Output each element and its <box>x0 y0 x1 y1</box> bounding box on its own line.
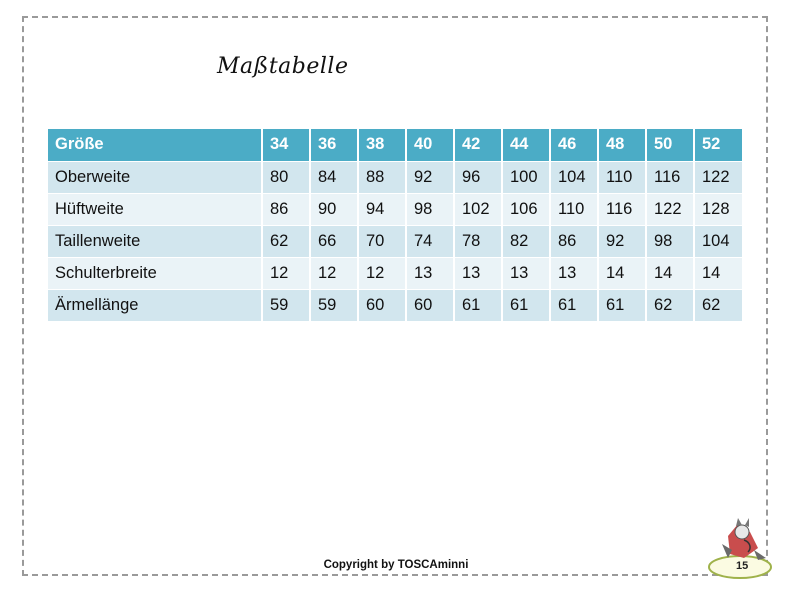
table-cell: 13 <box>453 257 502 290</box>
header-cell: 36 <box>309 129 358 162</box>
table-cell: 110 <box>597 161 646 194</box>
table-cell: 12 <box>357 257 406 290</box>
table-cell: 122 <box>645 193 694 226</box>
table-cell: 13 <box>501 257 550 290</box>
table-cell: 59 <box>309 289 358 322</box>
table-row: Schulterbreite 12 12 12 13 13 13 13 14 1… <box>48 257 742 290</box>
table-cell: 90 <box>309 193 358 226</box>
table-cell: 116 <box>645 161 694 194</box>
table-cell: 14 <box>597 257 646 290</box>
table-cell: 98 <box>645 225 694 258</box>
table-row: Oberweite 80 84 88 92 96 100 104 110 116… <box>48 161 742 194</box>
row-label: Hüftweite <box>48 193 262 226</box>
table-cell: 86 <box>261 193 310 226</box>
header-cell: 40 <box>405 129 454 162</box>
table-cell: 62 <box>645 289 694 322</box>
table-cell: 98 <box>405 193 454 226</box>
table-cell: 62 <box>693 289 742 322</box>
header-cell: 42 <box>453 129 502 162</box>
size-table: Größe 34 36 38 40 42 44 46 48 50 52 Ober… <box>48 129 742 322</box>
table-cell: 61 <box>549 289 598 322</box>
table-cell: 66 <box>309 225 358 258</box>
cat-mascot-icon <box>708 518 772 579</box>
table-cell: 61 <box>501 289 550 322</box>
table-cell: 104 <box>693 225 742 258</box>
table-cell: 70 <box>357 225 406 258</box>
header-cell: Größe <box>48 129 262 162</box>
table-cell: 80 <box>261 161 310 194</box>
table-cell: 14 <box>645 257 694 290</box>
table-cell: 100 <box>501 161 550 194</box>
table-cell: 88 <box>357 161 406 194</box>
page-title: Maßtabelle <box>217 54 349 79</box>
row-label: Oberweite <box>48 161 262 194</box>
row-label: Taillenweite <box>48 225 262 258</box>
table-cell: 13 <box>549 257 598 290</box>
table-row: Taillenweite 62 66 70 74 78 82 86 92 98 … <box>48 225 742 258</box>
header-cell: 50 <box>645 129 694 162</box>
header-cell: 44 <box>501 129 550 162</box>
table-cell: 106 <box>501 193 550 226</box>
header-cell: 34 <box>261 129 310 162</box>
table-cell: 104 <box>549 161 598 194</box>
table-cell: 60 <box>405 289 454 322</box>
table-cell: 12 <box>309 257 358 290</box>
table-cell: 94 <box>357 193 406 226</box>
table-cell: 61 <box>453 289 502 322</box>
table-cell: 74 <box>405 225 454 258</box>
table-cell: 82 <box>501 225 550 258</box>
table-cell: 102 <box>453 193 502 226</box>
header-cell: 46 <box>549 129 598 162</box>
table-row: Hüftweite 86 90 94 98 102 106 110 116 12… <box>48 193 742 226</box>
table-header-row: Größe 34 36 38 40 42 44 46 48 50 52 <box>48 129 742 162</box>
table-cell: 62 <box>261 225 310 258</box>
table-cell: 13 <box>405 257 454 290</box>
table-cell: 60 <box>357 289 406 322</box>
table-cell: 110 <box>549 193 598 226</box>
table-cell: 78 <box>453 225 502 258</box>
table-cell: 128 <box>693 193 742 226</box>
copyright-text: Copyright by TOSCAminni <box>323 559 469 571</box>
table-row: Ärmellänge 59 59 60 60 61 61 61 61 62 62 <box>48 289 742 322</box>
table-cell: 61 <box>597 289 646 322</box>
table-cell: 116 <box>597 193 646 226</box>
table-cell: 14 <box>693 257 742 290</box>
table-cell: 92 <box>597 225 646 258</box>
page-border <box>22 16 768 576</box>
table-cell: 96 <box>453 161 502 194</box>
table-cell: 84 <box>309 161 358 194</box>
table-cell: 92 <box>405 161 454 194</box>
header-cell: 52 <box>693 129 742 162</box>
header-cell: 38 <box>357 129 406 162</box>
table-cell: 122 <box>693 161 742 194</box>
header-cell: 48 <box>597 129 646 162</box>
row-label: Schulterbreite <box>48 257 262 290</box>
row-label: Ärmellänge <box>48 289 262 322</box>
page-number: 15 <box>736 560 749 572</box>
table-cell: 12 <box>261 257 310 290</box>
table-cell: 86 <box>549 225 598 258</box>
table-cell: 59 <box>261 289 310 322</box>
